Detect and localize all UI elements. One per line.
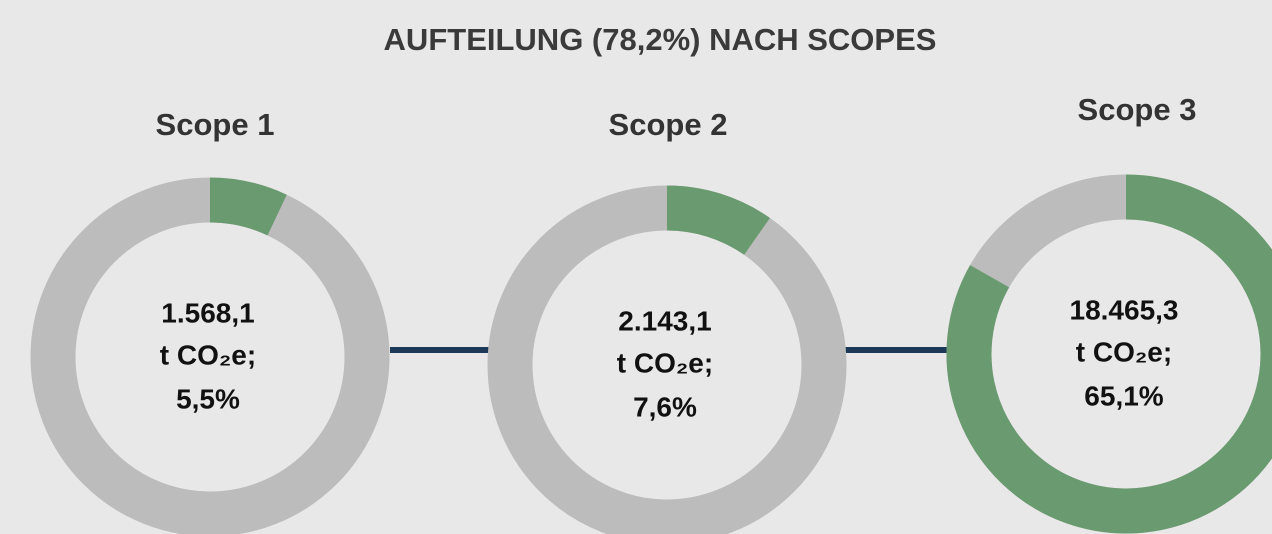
scope-label: Scope 1 <box>156 107 275 142</box>
value-label: 65,1% <box>1084 380 1163 411</box>
scope-label: Scope 2 <box>609 107 728 142</box>
donut-segment <box>946 174 1272 534</box>
value-label: 7,6% <box>633 391 697 422</box>
scope-label: Scope 3 <box>1078 92 1197 127</box>
donut-segment <box>666 185 770 256</box>
unit-label: t CO₂e; <box>617 347 713 378</box>
chart-title: AUFTEILUNG (78,2%) NACH SCOPES <box>384 22 937 57</box>
amount-label: 2.143,1 <box>618 305 711 336</box>
amount-label: 1.568,1 <box>161 297 254 328</box>
unit-label: t CO₂e; <box>160 339 256 370</box>
amount-label: 18.465,3 <box>1070 294 1179 325</box>
unit-label: t CO₂e; <box>1076 336 1172 367</box>
donut-segment <box>209 177 287 236</box>
value-label: 5,5% <box>176 383 240 414</box>
